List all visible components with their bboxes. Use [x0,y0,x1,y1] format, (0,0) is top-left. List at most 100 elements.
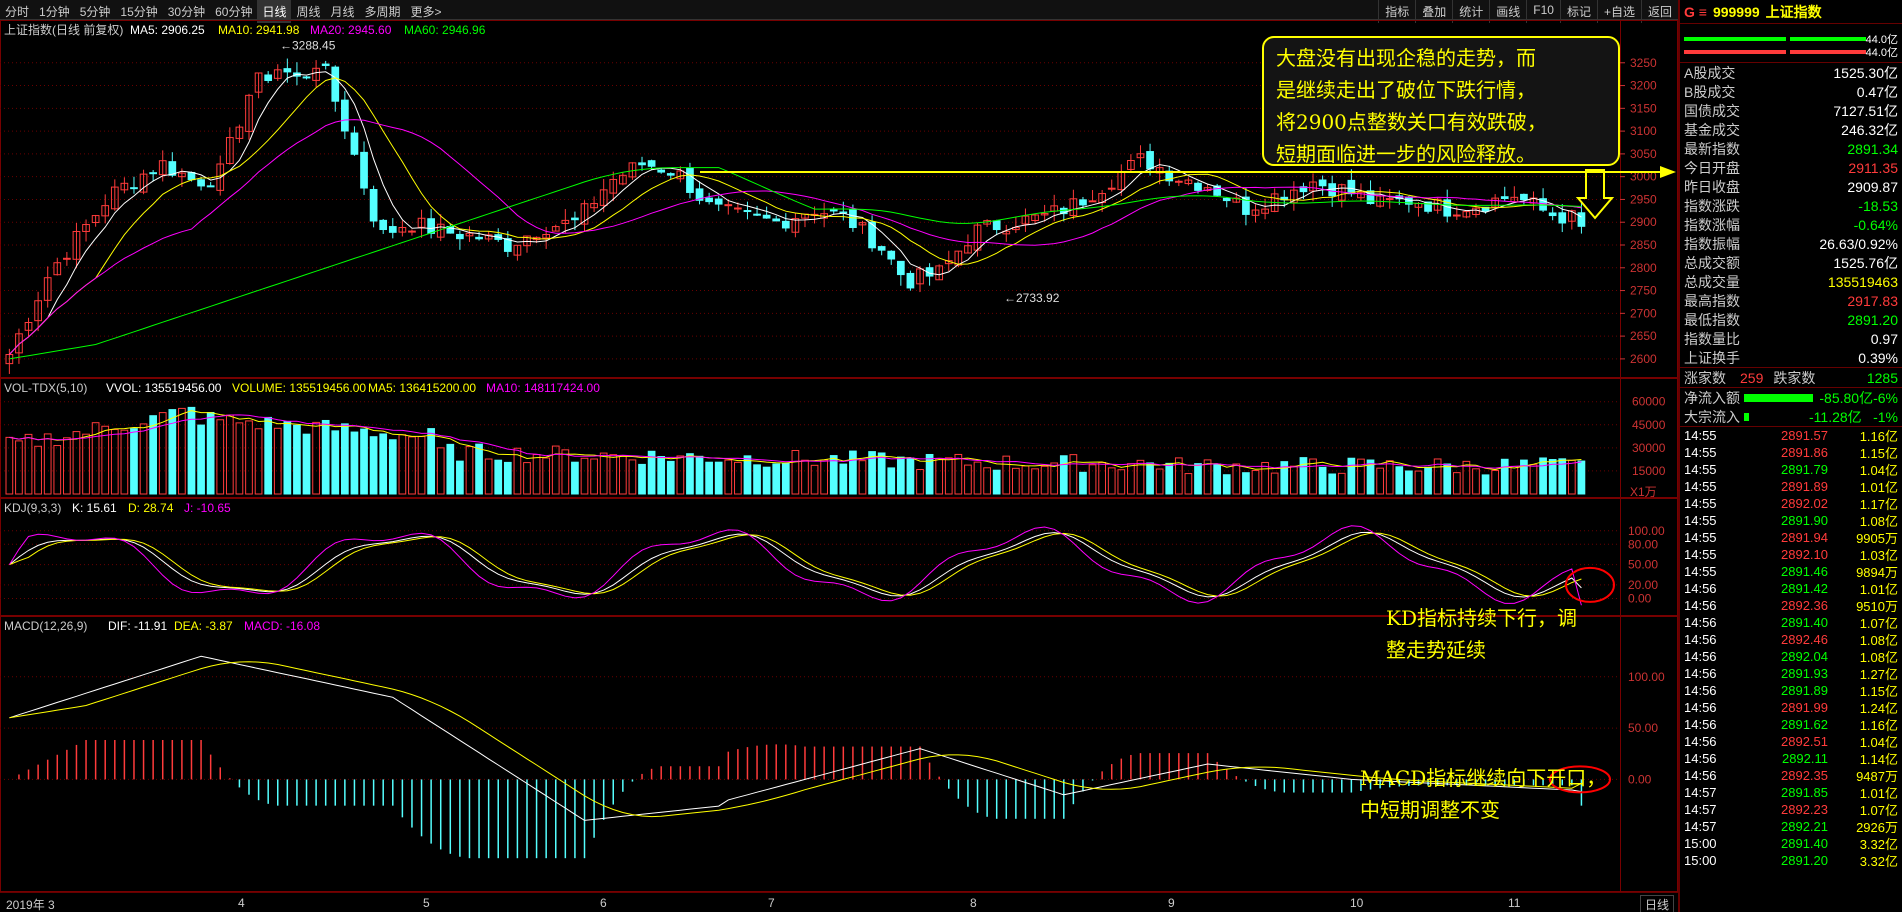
tick-volume: 1.04亿 [1859,735,1898,750]
tick-volume: 9510万 [1856,599,1898,614]
tick-price: 2891.42 [1781,581,1828,596]
volume-bar [503,461,512,495]
volume-bar [1107,467,1116,495]
volume-bar [1337,472,1346,495]
highlight-circle [1565,566,1615,603]
tool-button-7[interactable]: 返回 [1640,0,1678,23]
candle-body [82,224,90,232]
candle-body [666,173,675,176]
tick-price: 2892.36 [1781,598,1828,613]
volume-bar [1299,457,1308,495]
tick-list[interactable]: 14:55 2891.57 1.16亿 14:55 2891.86 1.15亿 14:55 2… [1680,427,1902,869]
volume-bar [417,436,426,495]
candle-body [916,268,924,285]
tab-4[interactable]: 30分钟 [167,5,206,19]
tool-button-5[interactable]: 标记 [1559,0,1597,23]
y-tick-label: 3250 [1630,56,1657,70]
tab-0[interactable]: 分时 [5,5,30,19]
tool-button-0[interactable]: 指标 [1378,0,1415,23]
tool-button-3[interactable]: 画线 [1489,0,1526,23]
volume-bar [1558,458,1567,495]
candle-body [53,262,62,276]
candle-body [130,187,138,190]
candle-body [110,186,119,210]
annotation-line: 是继续走出了破位下跌行情， [1276,78,1536,102]
tick-price: 2891.62 [1781,717,1828,732]
stat-label: B股成交 [1684,83,1736,100]
tick-price: 2892.35 [1781,768,1828,783]
volume-bar [868,451,876,495]
tick-volume: 1.27亿 [1859,667,1898,682]
candle-body [906,272,915,289]
tab-9[interactable]: 多周期 [364,5,401,19]
tab-1[interactable]: 1分钟 [39,5,70,19]
resistance-arrow [1660,166,1676,178]
tool-button-4[interactable]: F10 [1526,0,1560,23]
tick-price: 2892.10 [1781,547,1828,562]
candle-body [503,238,512,252]
stat-label: 最高指数 [1684,292,1740,309]
x-tick-label: 9 [1168,896,1175,910]
tick-volume: 1.07亿 [1859,803,1898,818]
candle-body [1366,190,1375,205]
volume-bar [101,425,110,495]
candle-body [714,198,723,205]
candle-body [561,219,570,224]
net-inflow-row: 净流入额 -85.80亿 -6% [1680,388,1902,407]
tool-button-6[interactable]: +自选 [1596,0,1641,23]
vol-unit: X1万 [1630,485,1657,499]
candle-body [1347,179,1356,195]
candle-body [187,171,196,181]
volume-bar [34,445,42,495]
tick-time: 14:56 [1684,717,1717,732]
macd-dif: DIF: -11.91 [108,619,167,633]
tick-volume: 1.14亿 [1859,752,1898,767]
volume-bar [1366,459,1375,495]
volume-bar [120,429,129,495]
tool-button-2[interactable]: 统计 [1452,0,1489,23]
volume-bar [1146,462,1154,495]
kdj-j-line [8,525,1582,606]
stat-label: 最低指数 [1684,311,1740,328]
tab-3[interactable]: 15分钟 [120,5,158,19]
x-axis-bar: 2019年 3 4 5 6 7 8 9 10 11 日线 [0,892,1678,912]
volume-bar [590,458,598,495]
candle-body [791,218,800,233]
candle-body [216,163,225,191]
volume-bar [72,431,81,495]
candle-body [1500,196,1509,199]
tick-time: 14:57 [1684,802,1717,817]
tab-8[interactable]: 月线 [330,5,355,19]
candle-body [551,226,560,232]
kline-chart[interactable]: 3250 3200 3150 3100 3050 3000 2950 2900 2850 2800… [0,20,1678,892]
volume-bar [1021,465,1030,495]
volume-bar [571,461,579,495]
tab-2[interactable]: 5分钟 [79,5,111,19]
tab-7[interactable]: 周线 [296,5,321,19]
tab-10[interactable]: 更多> [410,5,442,19]
volume-bar [427,428,435,495]
volume-bar [925,453,934,495]
volume-bar [523,462,531,495]
highlight-circle [1549,765,1611,794]
tick-price: 2891.79 [1781,462,1828,477]
candle-body [896,260,905,276]
tool-button-1[interactable]: 叠加 [1415,0,1452,23]
volume-bar [379,433,388,495]
candle-body [34,300,42,322]
quote-sidebar: G ≡ 999999 上证指数 44.0亿 44.0亿 A股成交 1525.30亿… [1678,0,1902,912]
tab-6[interactable]: 日线 [257,0,292,23]
tick-price: 2891.89 [1781,683,1828,698]
candle-body [149,172,157,175]
period-label[interactable]: 日线 [1639,895,1674,912]
tick-volume: 1.15亿 [1859,684,1898,699]
tab-5[interactable]: 60分钟 [215,5,253,19]
volume-bar [475,443,483,495]
stat-row: 最新指数 2891.34 [1680,139,1902,158]
annotation-line: 短期面临进一步的风险释放。 [1276,142,1536,166]
volume-bar [1539,457,1547,495]
y-tick-label: 2650 [1630,329,1657,343]
tick-row: 14:55 2891.94 9905万 [1680,529,1902,546]
tick-row: 14:55 2891.46 9894万 [1680,563,1902,580]
annotation-box-main: 大盘没有出现企稳的走势，而 是继续走出了破位下跌行情， 将2900点整数关口有效… [1262,36,1620,166]
